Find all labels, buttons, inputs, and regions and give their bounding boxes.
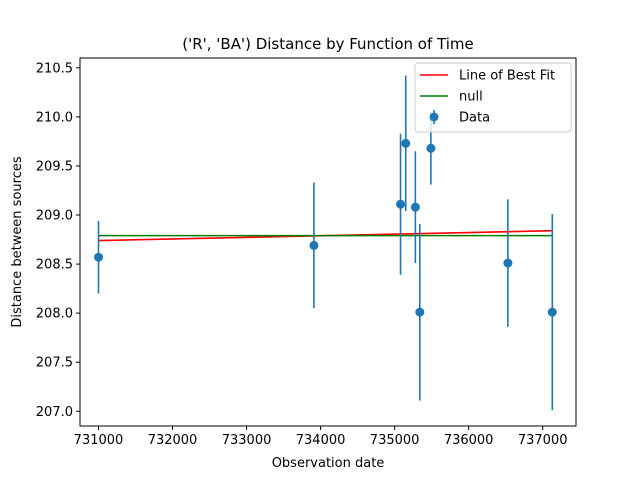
y-axis-label: Distance between sources	[10, 156, 25, 327]
y-tick-label: 207.5	[36, 356, 73, 371]
x-tick-label: 737000	[518, 433, 568, 448]
plot-area	[94, 75, 557, 411]
y-tick-label: 210.0	[36, 110, 73, 125]
x-tick-label: 735000	[370, 433, 420, 448]
x-tick-label: 731000	[74, 433, 124, 448]
legend: Line of Best Fit null Data	[414, 62, 572, 133]
y-tick-label: 208.0	[36, 307, 73, 322]
x-tick-label: 736000	[444, 433, 494, 448]
y-tick-label: 210.5	[36, 61, 73, 76]
data-point	[309, 240, 319, 250]
y-tick-label: 209.5	[36, 159, 73, 174]
data-point	[503, 258, 513, 268]
y-axis: 207.0 207.5 208.0 208.5 209.0 209.5 210.0 210.5	[36, 61, 80, 420]
chart-title: ('R', 'BA') Distance by Function of Time	[182, 35, 474, 53]
legend-label: Data	[459, 111, 490, 126]
legend-label: Line of Best Fit	[459, 69, 555, 84]
data-point	[426, 143, 436, 153]
x-axis-label: Observation date	[272, 456, 385, 471]
legend-swatch-marker	[429, 112, 439, 122]
legend-box	[414, 62, 572, 133]
data-point	[547, 307, 557, 317]
x-tick-label: 733000	[222, 433, 272, 448]
x-tick-label: 732000	[148, 433, 198, 448]
x-tick-label: 734000	[296, 433, 346, 448]
data-point	[410, 202, 420, 212]
y-tick-label: 209.0	[36, 209, 73, 224]
y-tick-label: 208.5	[36, 258, 73, 273]
x-axis: 731000 732000 733000 734000 735000 736000 7370…	[74, 426, 568, 448]
data-point	[94, 252, 104, 262]
legend-label: null	[459, 90, 483, 105]
data-point	[401, 138, 411, 148]
data-point	[396, 199, 406, 209]
y-tick-label: 207.0	[36, 405, 73, 420]
plot-frame	[79, 57, 577, 427]
data-point	[415, 307, 425, 317]
